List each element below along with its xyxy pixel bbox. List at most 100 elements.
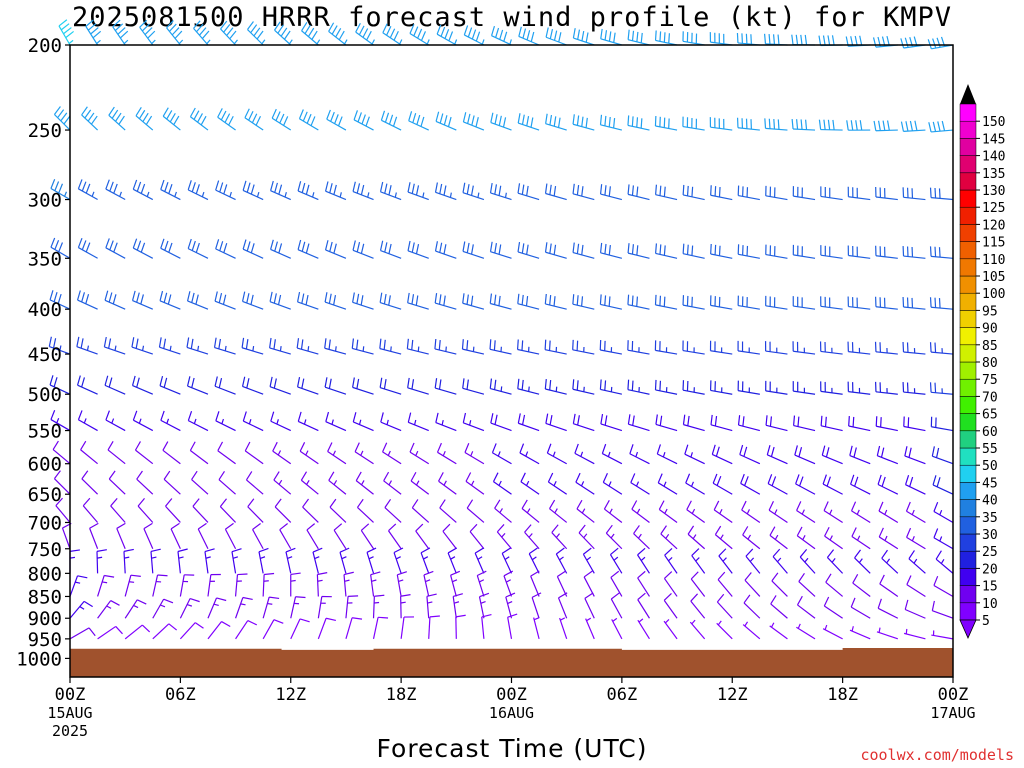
wind-barb (718, 548, 733, 574)
wind-barb (517, 183, 540, 201)
wind-barb (826, 549, 844, 574)
wind-barb (610, 592, 623, 619)
wind-barb (546, 443, 567, 465)
wind-barb (76, 290, 98, 310)
wind-barb (77, 410, 98, 432)
wind-barb (709, 380, 733, 395)
wind-barb (489, 378, 512, 395)
wind-barb (69, 549, 80, 574)
wind-barb (847, 381, 871, 395)
wind-barb (407, 377, 429, 395)
y-tick-label: 250 (28, 120, 62, 142)
wind-barb (345, 595, 359, 619)
wind-barb (326, 109, 347, 131)
wind-barb (327, 442, 347, 465)
x-tick-label: 2025 (52, 722, 88, 740)
y-tick-label: 600 (28, 454, 62, 476)
wind-barb (820, 415, 843, 432)
x-tick-label: 12Z (717, 685, 748, 705)
wind-barb (380, 412, 402, 432)
wind-barb (439, 499, 457, 523)
wind-barb (354, 442, 374, 465)
wind-barb (848, 416, 871, 432)
wind-barb (875, 416, 898, 432)
wind-barb (792, 296, 816, 310)
wind-barb (929, 246, 954, 259)
colorbar-swatch (959, 430, 977, 449)
wind-barb (796, 526, 816, 550)
wind-barb (476, 570, 487, 597)
wind-barb (684, 444, 705, 465)
credit-link[interactable]: coolwx.com/models (860, 746, 1014, 764)
wind-barb (609, 547, 623, 574)
wind-barb (572, 413, 595, 432)
wind-barb (501, 547, 513, 574)
wind-barb (455, 614, 466, 639)
wind-barb (306, 523, 319, 550)
wind-barb (207, 621, 231, 640)
y-tick-label: 450 (28, 344, 62, 366)
wind-barb (435, 111, 457, 131)
wind-barb (654, 379, 678, 395)
colorbar-label: 125 (982, 201, 1005, 216)
wind-barb (822, 624, 843, 640)
wind-barb (851, 527, 871, 550)
wind-barb (85, 19, 102, 46)
wind-barb (132, 238, 154, 259)
wind-barb (285, 547, 296, 574)
wind-barb (531, 592, 542, 619)
wind-barb (481, 613, 492, 639)
wind-barb (215, 411, 236, 432)
wind-barb (270, 411, 292, 432)
colorbar-swatch (959, 344, 977, 363)
colorbar-swatch (959, 602, 977, 621)
wind-barb (388, 523, 402, 550)
wind-barb (382, 23, 403, 46)
wind-barb (796, 501, 816, 523)
wind-barb (465, 472, 485, 495)
wind-barb (411, 499, 430, 523)
wind-barb (854, 549, 871, 574)
wind-barb (407, 412, 429, 432)
wind-barb (765, 185, 788, 201)
y-tick-label: 350 (28, 248, 62, 270)
colorbar-swatch (959, 568, 977, 586)
colorbar-label: 65 (982, 408, 998, 423)
wind-barb (69, 575, 88, 597)
wind-barb (110, 497, 126, 523)
wind-barb (654, 294, 678, 310)
wind-barb (575, 472, 595, 495)
wind-barb (461, 339, 485, 355)
wind-barb (436, 24, 458, 46)
colorbar-label: 75 (982, 373, 998, 388)
wind-barb (410, 471, 430, 495)
colorbar-swatch (959, 172, 977, 191)
wind-barb (737, 295, 760, 310)
wind-barb (852, 574, 871, 597)
wind-barb (49, 375, 71, 395)
wind-barb (132, 410, 154, 432)
wind-barb (53, 106, 71, 131)
wind-barb (269, 376, 291, 395)
wind-barb (160, 238, 181, 259)
wind-barb (162, 107, 181, 131)
wind-barb (124, 599, 147, 619)
wind-barb (849, 445, 871, 465)
wind-barb (462, 293, 485, 310)
wind-barb (600, 28, 623, 46)
wind-barb (279, 523, 292, 550)
wind-barb (736, 32, 760, 46)
y-tick-label: 950 (28, 629, 62, 651)
x-tick-label: 12Z (275, 685, 306, 705)
wind-barb (262, 572, 275, 597)
wind-barb (792, 244, 816, 259)
wind-barb (187, 180, 209, 201)
wind-barb (50, 410, 71, 432)
wind-barb (930, 416, 954, 432)
wind-barb (682, 243, 705, 259)
wind-barb (108, 106, 126, 131)
wind-barb (770, 595, 788, 619)
colorbar-label: 115 (982, 236, 1005, 251)
wind-barb (792, 186, 816, 201)
colorbar-swatch (959, 413, 977, 432)
